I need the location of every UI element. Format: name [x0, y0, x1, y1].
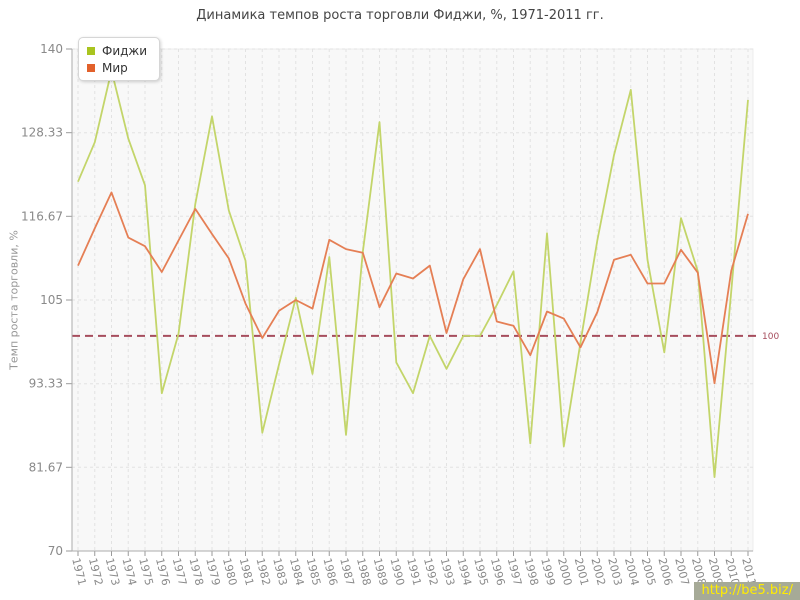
- fiji-series-swatch: [87, 46, 95, 55]
- y-tick-label: 93.33: [29, 377, 63, 391]
- reference-line-label: 100: [762, 332, 779, 342]
- y-tick-label: 128.33: [21, 126, 63, 140]
- world-series-swatch: [87, 63, 95, 72]
- series-line-fiji: [77, 69, 749, 479]
- legend-item-world: Мир: [87, 59, 147, 76]
- legend-label-world: Мир: [102, 60, 128, 75]
- legend-label-fiji: Фиджи: [102, 43, 148, 58]
- y-tick-label: 70: [48, 544, 63, 558]
- chart-title: Динамика темпов роста торговли Фиджи, %,…: [196, 8, 604, 23]
- y-tick-label: 105: [40, 293, 63, 307]
- watermark-link[interactable]: http://be5.biz/: [694, 582, 800, 600]
- y-tick-label: 81.67: [29, 460, 63, 474]
- y-tick-label: 116.67: [21, 209, 63, 223]
- legend: Фиджи Мир: [78, 37, 161, 81]
- y-tick-label: 140: [40, 42, 63, 56]
- x-tick-label: 1971: [69, 557, 88, 587]
- series-line-world: [77, 191, 749, 385]
- legend-item-fiji: Фиджи: [87, 42, 147, 59]
